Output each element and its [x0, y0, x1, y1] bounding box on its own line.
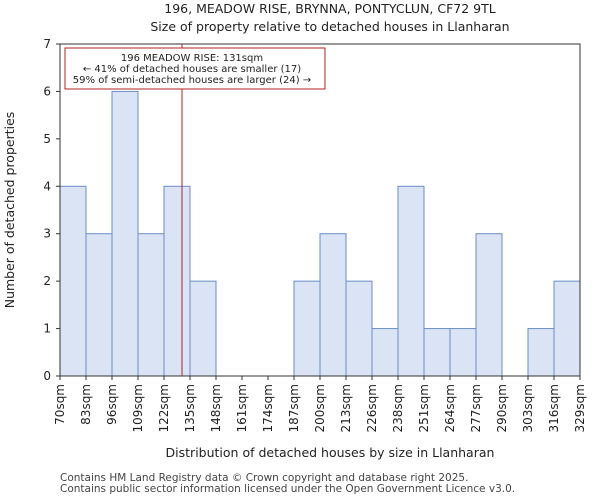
y-tick-label: 7 [43, 37, 51, 51]
bar-70sqm [59, 185, 87, 377]
y-tick-label: 5 [43, 132, 51, 146]
bar-303sqm [527, 328, 555, 377]
bar-251sqm [423, 328, 451, 377]
x-tick-label: 316sqm [547, 384, 561, 432]
x-tick-label: 264sqm [443, 384, 457, 432]
annotation-frame [64, 47, 326, 90]
bar-83sqm [85, 233, 113, 377]
bar-238sqm [397, 185, 425, 377]
x-tick-label: 148sqm [209, 384, 223, 432]
bar-187sqm [293, 280, 321, 377]
y-ticks-group: 0 1 2 3 4 5 6 7 [43, 37, 60, 383]
annotation-line1: 196 MEADOW RISE: 131sqm [121, 53, 263, 64]
annotation-box: 196 MEADOW RISE: 131sqm ← 41% of detache… [64, 47, 326, 90]
x-tick-label: 70sqm [53, 384, 67, 425]
plot-frame [59, 43, 581, 377]
x-tick-label: 329sqm [573, 384, 587, 432]
y-tick-label: 0 [43, 369, 51, 383]
bar-213sqm [345, 280, 373, 377]
chart-title-line2: Size of property relative to detached ho… [150, 19, 509, 34]
y-tick-label: 6 [43, 84, 51, 98]
x-tick-label: 109sqm [131, 384, 145, 432]
x-tick-label: 161sqm [235, 384, 249, 432]
bar-264sqm [449, 328, 477, 377]
x-tick-label: 174sqm [261, 384, 275, 432]
annotation-line3: 59% of semi-detached houses are larger (… [73, 75, 311, 86]
x-tick-label: 251sqm [417, 384, 431, 432]
y-axis-label: Number of detached properties [2, 112, 17, 309]
bar-135sqm [189, 280, 217, 377]
x-tick-label: 187sqm [287, 384, 301, 432]
y-tick-label: 4 [43, 179, 51, 193]
bar-200sqm [319, 233, 347, 377]
y-tick-label: 2 [43, 274, 51, 288]
x-tick-label: 303sqm [521, 384, 535, 432]
x-tick-label: 290sqm [495, 384, 509, 432]
x-tick-label: 277sqm [469, 384, 483, 432]
x-tick-label: 238sqm [391, 384, 405, 432]
y-tick-label: 1 [43, 322, 51, 336]
x-tick-label: 83sqm [79, 384, 93, 425]
bar-122sqm [163, 185, 191, 377]
footer-line1: Contains HM Land Registry data © Crown c… [60, 472, 469, 484]
x-tick-label: 200sqm [313, 384, 327, 432]
x-tick-label: 122sqm [157, 384, 171, 432]
chart-title-line1: 196, MEADOW RISE, BRYNNA, PONTYCLUN, CF7… [164, 1, 495, 16]
x-tick-label: 96sqm [105, 384, 119, 425]
bar-96sqm [111, 90, 139, 377]
footer-line2: Contains public sector information licen… [60, 483, 516, 495]
x-tick-label: 226sqm [365, 384, 379, 432]
x-axis-label: Distribution of detached houses by size … [166, 445, 495, 460]
bar-277sqm [475, 233, 503, 377]
bar-316sqm [553, 280, 581, 377]
annotation-line2: ← 41% of detached houses are smaller (17… [83, 64, 301, 75]
bars-group [59, 90, 581, 377]
bar-109sqm [137, 233, 165, 377]
y-tick-label: 3 [43, 227, 51, 241]
bar-226sqm [371, 328, 399, 377]
x-tick-label: 135sqm [183, 384, 197, 432]
x-ticks-group: 70sqm 83sqm 96sqm 109sqm 122sqm 135sqm 148sqm 1… [53, 376, 587, 432]
x-tick-label: 213sqm [339, 384, 353, 432]
